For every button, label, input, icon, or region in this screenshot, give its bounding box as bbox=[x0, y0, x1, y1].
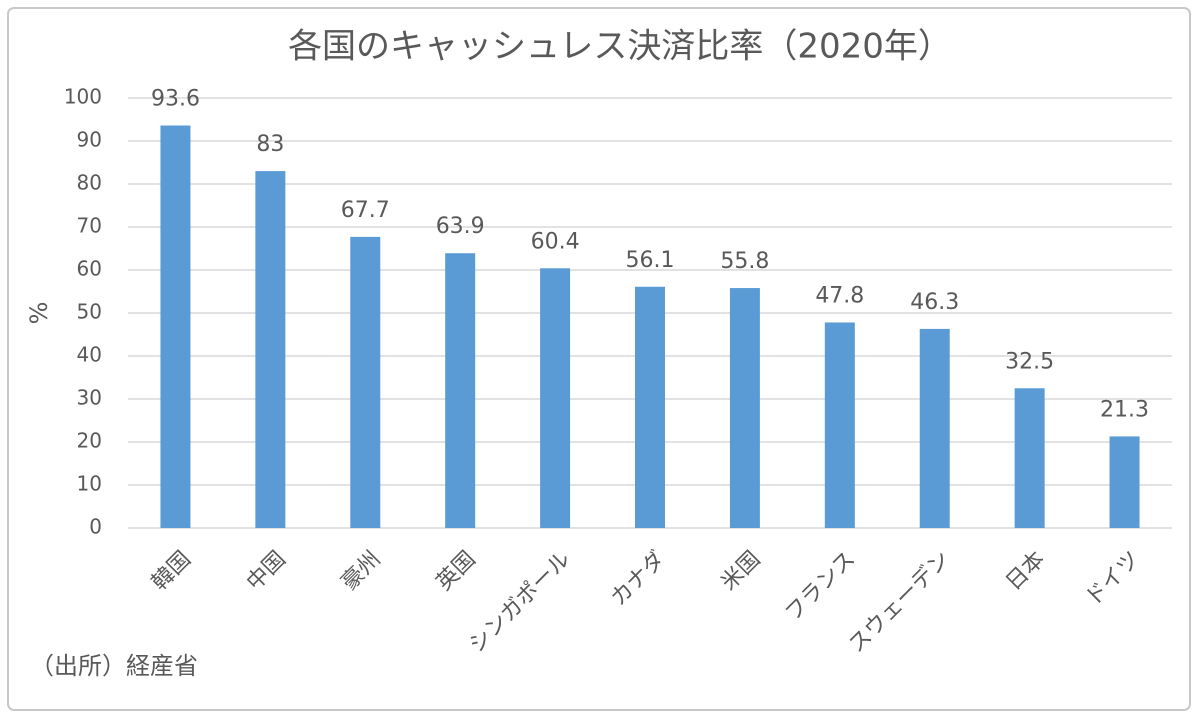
y-tick-label: 50 bbox=[77, 300, 102, 324]
data-label: 55.8 bbox=[720, 249, 769, 274]
bar bbox=[1109, 436, 1140, 528]
data-label: 83 bbox=[256, 132, 284, 157]
y-tick-label: 0 bbox=[89, 515, 102, 539]
y-tick-label: 100 bbox=[64, 85, 102, 109]
bar bbox=[1014, 388, 1045, 528]
data-label: 93.6 bbox=[151, 87, 200, 112]
bar bbox=[445, 253, 476, 529]
y-axis-label: % bbox=[25, 302, 53, 325]
bar bbox=[160, 125, 191, 529]
bar bbox=[729, 288, 760, 528]
annotation: （出所）経産省 bbox=[30, 652, 198, 680]
bar bbox=[255, 171, 286, 528]
y-tick-label: 30 bbox=[77, 386, 102, 410]
y-tick-label: 10 bbox=[77, 472, 102, 496]
y-tick-label: 40 bbox=[77, 343, 102, 367]
y-tick-label: 90 bbox=[77, 128, 102, 152]
bar bbox=[919, 328, 950, 528]
data-label: 63.9 bbox=[436, 214, 485, 239]
y-tick-label: 70 bbox=[77, 214, 102, 238]
y-tick-label: 20 bbox=[77, 429, 102, 453]
bar bbox=[540, 268, 571, 528]
bar bbox=[635, 286, 665, 528]
data-label: 21.3 bbox=[1100, 397, 1149, 422]
bar bbox=[824, 322, 855, 528]
data-label: 67.7 bbox=[341, 198, 390, 223]
data-label: 32.5 bbox=[1005, 349, 1054, 374]
data-label: 60.4 bbox=[531, 229, 580, 254]
y-tick-label: 80 bbox=[77, 171, 102, 195]
bar bbox=[350, 236, 381, 528]
chart-title: 各国のキャッシュレス決済比率（2020年） bbox=[288, 27, 952, 67]
data-label: 46.3 bbox=[910, 290, 959, 315]
data-label: 47.8 bbox=[815, 283, 864, 308]
data-label: 56.1 bbox=[626, 248, 675, 273]
y-tick-label: 60 bbox=[77, 257, 102, 281]
